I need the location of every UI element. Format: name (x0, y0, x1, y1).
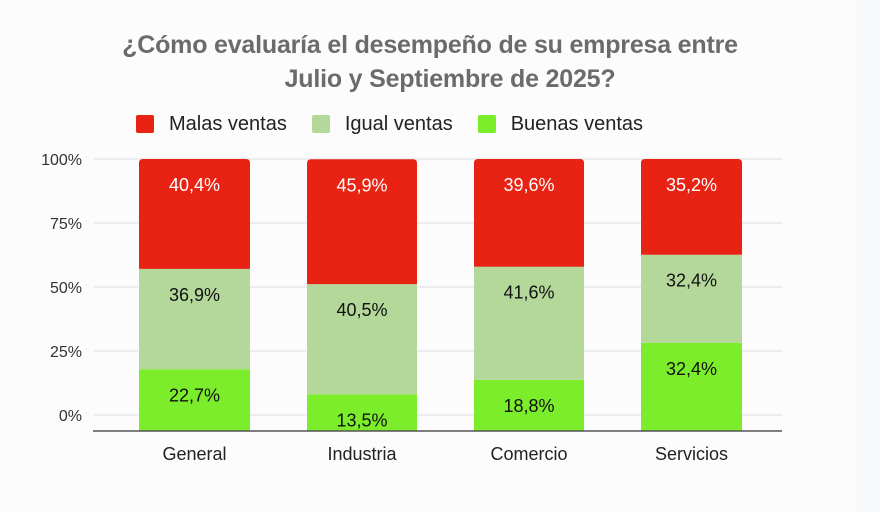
chart-title: ¿Cómo evaluaría el desempeño de su empre… (0, 28, 860, 96)
bar-segment (641, 342, 742, 431)
bar-segment (307, 394, 417, 431)
bar-segment (307, 159, 417, 285)
legend-item-malas: Malas ventas (136, 113, 287, 136)
data-label: 32,4% (666, 271, 717, 291)
legend-swatch-buenas (477, 115, 496, 133)
bar-segment (307, 284, 417, 395)
legend-swatch-malas (136, 115, 154, 133)
y-tick-label: 75% (50, 216, 82, 233)
y-tick-label: 100% (41, 152, 82, 169)
x-tick-label: Comercio (490, 444, 567, 464)
data-label: 40,4% (169, 175, 220, 195)
bar-segment (474, 266, 584, 380)
data-label: 39,6% (503, 175, 554, 195)
chart-title-line-2: Julio y Septiembre de 2025? (284, 65, 616, 93)
legend-label-igual: Igual ventas (344, 112, 453, 135)
bar-segment (641, 254, 742, 343)
y-tick-label: 0% (59, 408, 82, 425)
bar-segment (641, 159, 742, 255)
y-tick-label: 50% (50, 280, 82, 297)
bar-segment (474, 379, 584, 431)
legend-label-malas: Malas ventas (169, 112, 287, 135)
data-label: 22,7% (169, 385, 220, 405)
data-label: 41,6% (503, 283, 554, 303)
data-label: 18,8% (503, 396, 554, 416)
legend-swatch-igual (311, 115, 330, 133)
chart-legend: Malas ventas Igual ventas Buenas ventas (136, 112, 668, 136)
chart-title-line-1: ¿Cómo evaluaría el desempeño de su empre… (122, 31, 738, 59)
data-label: 45,9% (336, 175, 387, 195)
legend-item-igual: Igual ventas (311, 112, 453, 136)
data-label: 40,5% (336, 300, 387, 320)
x-tick-label: Industria (327, 444, 397, 464)
bar-segment (139, 159, 250, 269)
data-label: 35,2% (666, 175, 717, 195)
bar-segment (139, 268, 250, 370)
bar-segment (139, 369, 250, 431)
data-label: 36,9% (169, 285, 220, 305)
y-tick-label: 25% (50, 344, 82, 361)
data-label: 32,4% (666, 359, 717, 379)
x-tick-label: General (162, 444, 226, 464)
bar-segment (474, 159, 584, 267)
legend-item-buenas: Buenas ventas (477, 112, 644, 136)
x-tick-label: Servicios (655, 444, 728, 464)
data-label: 13,5% (336, 410, 387, 430)
legend-label-buenas: Buenas ventas (510, 112, 644, 135)
